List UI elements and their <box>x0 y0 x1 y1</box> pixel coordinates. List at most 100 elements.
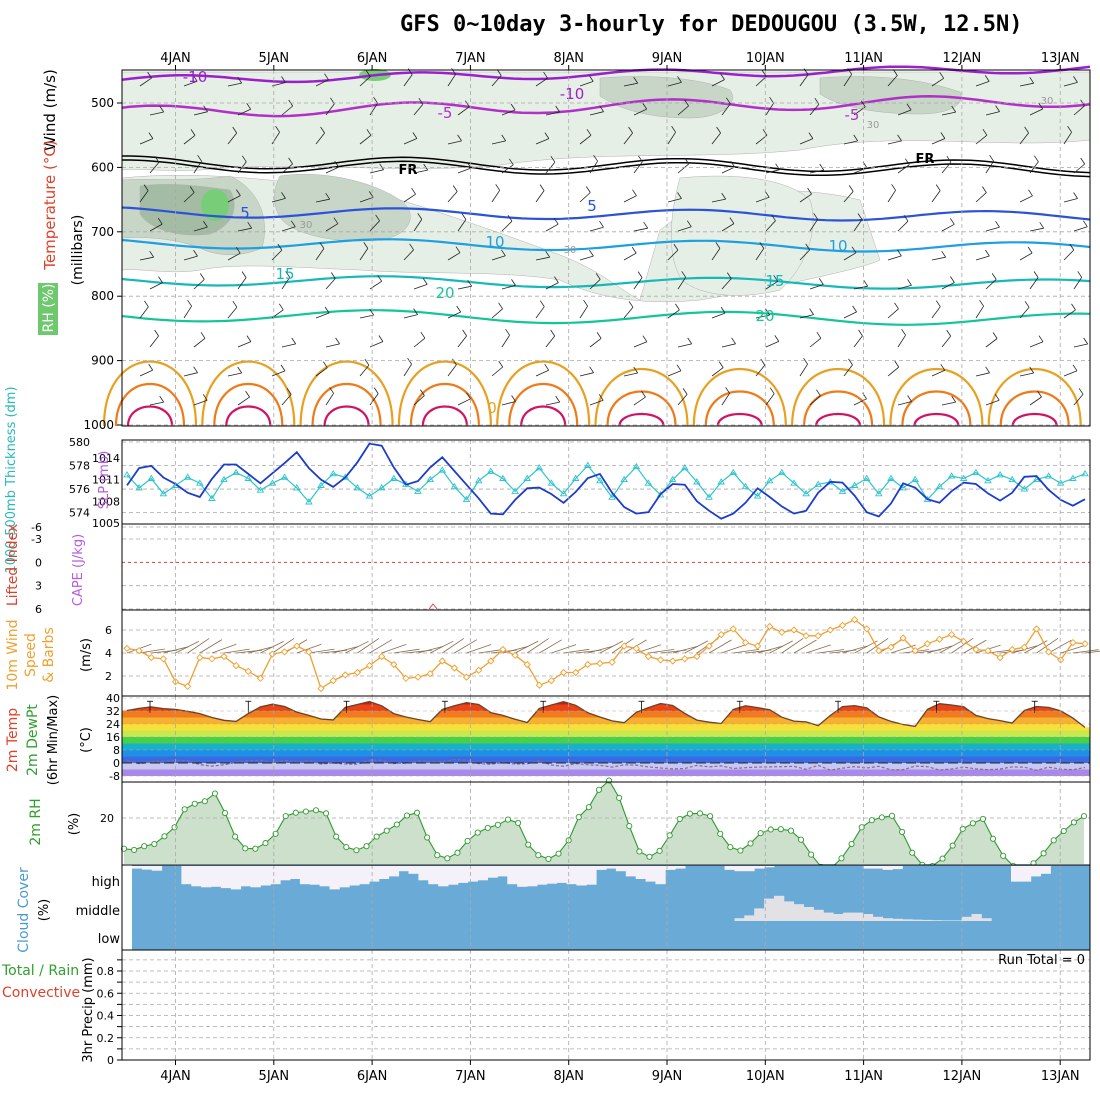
upper-wind-barb-flag <box>1034 155 1039 163</box>
upper-wind-barb <box>887 255 902 261</box>
cloud-mid-clear <box>971 914 982 921</box>
upper-wind-barb-flag <box>329 387 334 394</box>
wind-speed-marker <box>1008 645 1016 654</box>
cloud-axis-label: Cloud Cover <box>16 867 32 953</box>
upper-wind-barb-flag <box>951 105 957 113</box>
thickness-marker <box>608 493 616 500</box>
thickness-marker <box>426 475 434 483</box>
date-label-top: 13JAN <box>1041 51 1080 66</box>
wind-speed-marker <box>462 673 471 681</box>
upper-wind-barb-flag <box>638 155 643 163</box>
upper-wind-barb-flag <box>642 335 648 342</box>
y-tick-label: 700 <box>91 225 114 239</box>
cloud-axis-unit: (%) <box>37 899 52 922</box>
upper-wind-barb-flag <box>633 366 639 374</box>
upper-wind-barb-flag <box>246 335 252 342</box>
cloud-mid-clear <box>941 920 953 921</box>
upper-wind-barb <box>985 160 994 174</box>
upper-wind-barb <box>975 372 990 377</box>
upper-wind-barb <box>491 190 501 203</box>
thickness-marker <box>729 468 738 476</box>
warm-contour-8-2 <box>913 413 960 427</box>
upper-wind-barb <box>853 219 863 232</box>
upper-wind-barb-flag <box>935 300 941 307</box>
date-label-top: 9JAN <box>652 51 683 66</box>
upper-wind-barb <box>491 140 506 145</box>
wind-speed-marker <box>790 626 798 634</box>
upper-wind-barb-flag <box>148 363 154 371</box>
thickness-marker <box>838 487 847 494</box>
thickness-marker <box>232 468 240 476</box>
upper-wind-barb <box>579 192 591 203</box>
upper-wind-barb-flag <box>816 389 821 396</box>
thickness-marker <box>487 467 495 474</box>
wind-barb <box>369 639 393 654</box>
cloud-high-clear <box>892 866 903 870</box>
upper-wind-barb <box>325 393 334 406</box>
upper-wind-barb <box>799 138 814 145</box>
rh-marker <box>353 847 360 854</box>
cloud-high-clear <box>378 866 390 879</box>
upper-wind-barb-flag <box>809 308 814 315</box>
upper-wind-barb-flag <box>807 187 812 195</box>
upper-wind-barb <box>931 369 945 377</box>
rh-marker <box>171 824 178 831</box>
thickness-marker <box>620 475 628 483</box>
wind-speed-marker <box>183 682 192 691</box>
cloud-high-clear <box>299 866 311 885</box>
rh-marker <box>727 844 734 851</box>
warm-contour-8-1 <box>901 390 972 427</box>
upper-wind-barb <box>139 369 153 377</box>
upper-wind-barb-flag <box>462 329 467 337</box>
upper-wind-barb-flag <box>773 275 779 282</box>
upper-wind-barb <box>1073 343 1088 348</box>
rh-marker <box>1060 827 1067 835</box>
upper-wind-barb <box>765 341 779 348</box>
upper-wind-barb <box>633 396 646 406</box>
rh-marker <box>282 813 289 820</box>
cloud-high-clear <box>655 866 666 885</box>
contour-label: 20 <box>435 284 454 302</box>
cloud-high-clear <box>1030 866 1041 877</box>
rh-marker <box>949 842 956 849</box>
wind-speed-marker <box>935 635 944 643</box>
rh-marker <box>798 836 805 843</box>
cloud-mid-clear <box>803 907 814 921</box>
isotherm-line-0 <box>121 65 1091 84</box>
upper-wind-barb <box>403 314 418 319</box>
upper-wind-barb-flag <box>848 185 854 192</box>
upper-wind-barb <box>359 134 372 145</box>
upper-wind-barb <box>1029 108 1043 116</box>
upper-wind-barb <box>931 306 941 319</box>
upper-wind-barb <box>271 249 283 261</box>
cloud-high-clear <box>754 866 765 869</box>
upper-wind-barb <box>589 226 604 232</box>
upper-wind-barb <box>447 364 457 377</box>
upper-wind-barb <box>1063 370 1078 377</box>
wind-speed-marker <box>826 626 834 634</box>
isotherm-line-5 <box>121 275 1091 290</box>
wind-speed-marker <box>305 648 313 656</box>
cloud-high-clear <box>576 866 587 886</box>
wind-speed-marker <box>147 653 155 662</box>
upper-wind-barb-flag <box>631 246 637 254</box>
thickness-marker <box>462 495 471 503</box>
upper-wind-barb <box>1073 394 1084 406</box>
upper-wind-barb <box>677 343 692 348</box>
upper-wind-barb-flag <box>420 331 426 339</box>
upper-wind-barb <box>579 305 588 319</box>
cloud-high-clear <box>635 866 646 879</box>
wind-speed-marker <box>1057 656 1065 664</box>
pressure-axis-label: (millibars) <box>70 215 86 286</box>
wind-barb <box>721 644 747 654</box>
upper-wind-barb-flag <box>599 105 604 112</box>
upper-wind-barb-flag <box>897 134 902 142</box>
temp-band <box>122 701 1090 705</box>
upper-wind-barb <box>403 249 414 261</box>
wind-speed-marker <box>450 664 459 672</box>
upper-wind-barb-flag <box>726 272 732 279</box>
rh-marker <box>555 850 562 857</box>
upper-wind-barb-flag <box>939 72 945 79</box>
upper-wind-barb-flag <box>159 395 165 403</box>
wind-speed-marker <box>1069 638 1077 647</box>
